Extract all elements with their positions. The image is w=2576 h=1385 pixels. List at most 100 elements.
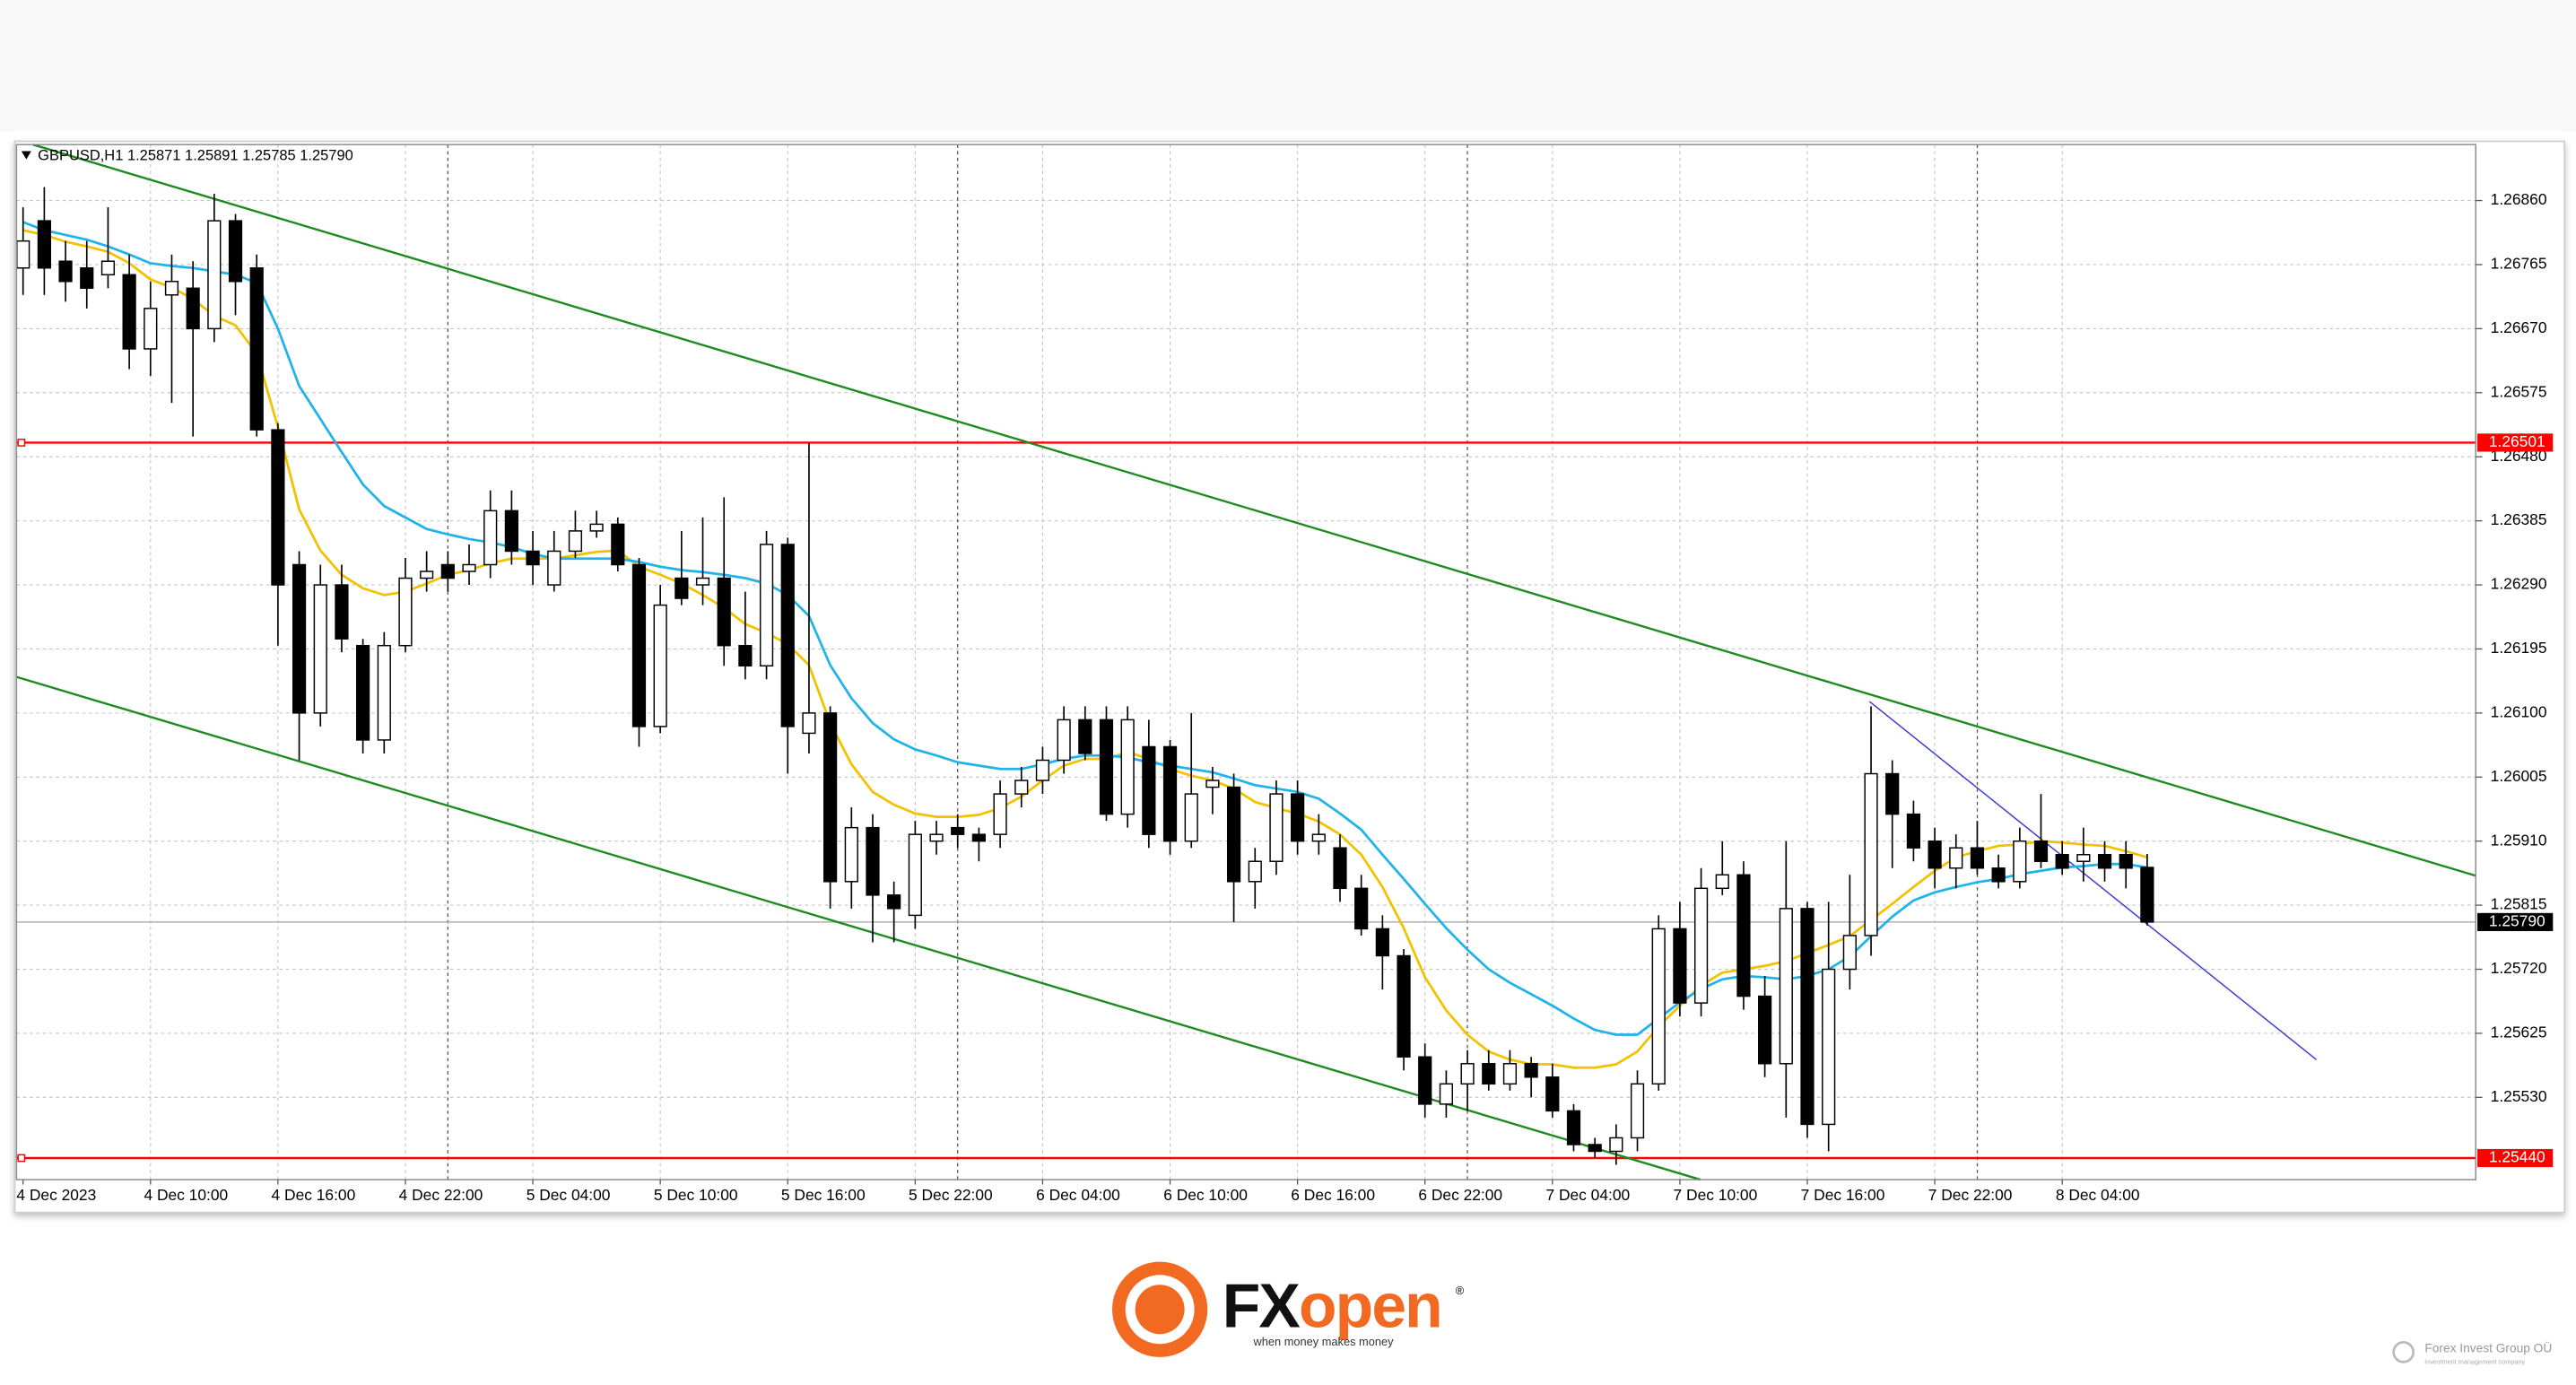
candle-body	[1311, 833, 1326, 842]
candle-body	[1035, 759, 1050, 781]
candle-body	[207, 220, 222, 330]
candle-body	[695, 577, 710, 586]
candle-body	[440, 563, 455, 579]
y-tick-label: 1.26290	[2491, 575, 2547, 593]
candle-body	[1630, 1083, 1645, 1139]
candle-body	[1226, 786, 1241, 883]
menu-arrow[interactable]	[21, 151, 31, 160]
x-tick-label: 8 Dec 04:00	[2056, 1186, 2140, 1204]
chart-title: GBPUSD,H1 1.25871 1.25891 1.25785 1.2579…	[38, 147, 353, 163]
candle-body	[1291, 793, 1305, 842]
candle-body	[993, 793, 1007, 835]
candle-body	[1099, 719, 1114, 815]
candle-body	[80, 267, 94, 290]
candle-body	[1864, 772, 1878, 936]
candle-body	[1397, 954, 1411, 1058]
logo-fx: FX	[1223, 1271, 1301, 1341]
candle-body	[313, 584, 327, 714]
candle-body	[1588, 1144, 1602, 1153]
x-tick-label: 5 Dec 04:00	[527, 1186, 611, 1204]
y-tick-label: 1.26575	[2491, 382, 2547, 400]
candle-body	[1375, 928, 1389, 957]
candle-body	[1693, 887, 1709, 1004]
x-tick-label: 5 Dec 22:00	[909, 1186, 993, 1204]
candle-body	[292, 563, 307, 714]
y-tick-label: 1.25910	[2491, 831, 2547, 849]
candle-body	[908, 833, 922, 917]
candle-body	[1502, 1063, 1518, 1085]
logo-registered: ®	[1456, 1284, 1465, 1297]
candle-body	[1885, 772, 1900, 815]
candle-body	[377, 644, 391, 741]
candle-body	[1715, 874, 1729, 890]
level-label-box	[2477, 912, 2554, 931]
candle-body	[398, 577, 413, 647]
logo-open: open	[1299, 1271, 1441, 1341]
level-label: 1.26501	[2489, 432, 2546, 450]
x-tick-label: 6 Dec 16:00	[1291, 1186, 1375, 1204]
x-tick-label: 4 Dec 2023	[16, 1186, 96, 1204]
x-tick-label: 6 Dec 04:00	[1036, 1186, 1120, 1204]
candle-body	[1057, 719, 1071, 762]
x-tick-label: 4 Dec 16:00	[272, 1186, 356, 1204]
candle-body	[929, 833, 944, 842]
candle-body	[1205, 780, 1220, 788]
y-tick-label: 1.26385	[2491, 510, 2547, 528]
x-tick-label: 4 Dec 22:00	[399, 1186, 483, 1204]
x-tick-label: 7 Dec 10:00	[1674, 1186, 1758, 1204]
candle-body	[1524, 1063, 1538, 1078]
candle-body	[1482, 1063, 1496, 1085]
footer-subtext: investment management company	[2424, 1357, 2525, 1365]
candle-body	[228, 220, 243, 283]
candle-body	[186, 287, 200, 330]
logo-tagline: when money makes money	[1253, 1335, 1395, 1348]
candle-body	[335, 584, 349, 640]
candle-body	[249, 267, 264, 431]
candle-body	[2076, 853, 2091, 862]
candle-body	[1928, 840, 1942, 869]
candle-body	[100, 260, 116, 275]
candle-body	[1651, 928, 1666, 1085]
candle-body	[16, 240, 30, 269]
y-tick-label: 1.26860	[2491, 190, 2547, 208]
candle-body	[1970, 847, 1985, 869]
level-anchor	[17, 1154, 26, 1163]
candle-body	[653, 604, 667, 727]
level-label: 1.25790	[2489, 911, 2546, 929]
candle-body	[2055, 853, 2069, 869]
candle-body	[1142, 745, 1156, 835]
candle-body	[1758, 995, 1772, 1065]
day-separators	[447, 144, 1979, 1180]
channel-upper	[32, 144, 2476, 877]
candle-body	[2140, 867, 2154, 923]
candle-body	[504, 510, 518, 553]
candle-body	[589, 523, 604, 532]
candle-body	[1609, 1137, 1623, 1153]
candle-body	[1779, 908, 1793, 1065]
logo-text: FXopen	[1223, 1271, 1441, 1341]
x-tick-label: 7 Dec 22:00	[1928, 1186, 2013, 1204]
top-band	[0, 0, 2576, 132]
candle-body	[1439, 1083, 1453, 1105]
candle-body	[780, 544, 795, 727]
candle-body	[356, 644, 370, 741]
candle-body	[1822, 968, 1836, 1126]
candle-body	[1269, 793, 1284, 862]
candle-body	[483, 510, 498, 566]
candle-body	[1248, 860, 1262, 883]
candles	[16, 187, 2154, 1165]
y-tick-label: 1.25625	[2491, 1024, 2547, 1041]
candle-body	[2013, 840, 2027, 883]
candle-body	[717, 577, 731, 647]
candle-body	[1949, 847, 1963, 869]
candle-body	[1078, 719, 1092, 754]
candle-body	[462, 563, 476, 572]
footer-text: Forex Invest Group OÜ	[2424, 1339, 2552, 1355]
y-tick-label: 1.25815	[2491, 895, 2547, 913]
candle-body	[568, 530, 583, 553]
candle-body	[1545, 1076, 1560, 1112]
candle-body	[1184, 793, 1198, 842]
candle-body	[1566, 1110, 1581, 1145]
x-tick-label: 5 Dec 10:00	[654, 1186, 738, 1204]
